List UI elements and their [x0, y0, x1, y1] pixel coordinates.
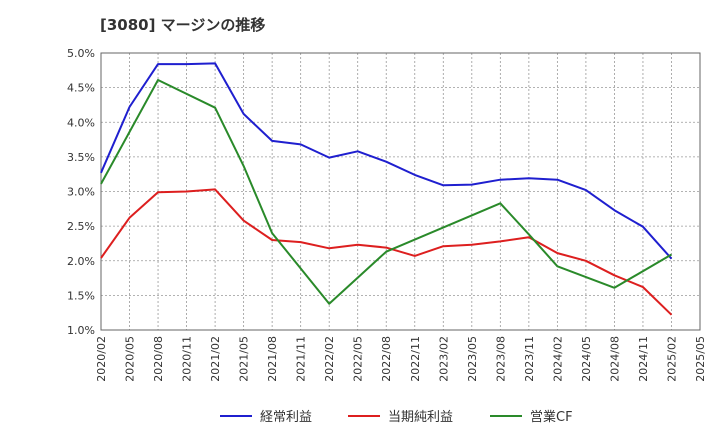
x-tick-label: 2021/11 — [295, 336, 308, 382]
x-tick-label: 2022/02 — [323, 336, 336, 382]
axes: 1.0% 1.5% 2.0% 2.5% 3.0% 3.5% 4.0% 4.5% 5.0% 2020… — [67, 47, 707, 382]
legend-label: 当期純利益 — [388, 410, 453, 425]
x-tick-label: 2021/05 — [238, 336, 251, 382]
y-tick-label: 1.5% — [67, 289, 95, 302]
x-tick-label: 2021/02 — [209, 336, 222, 382]
series-line — [100, 62, 673, 260]
x-tick-label: 2022/08 — [380, 336, 393, 382]
y-tick-label: 3.0% — [67, 186, 95, 199]
x-tick-label: 2022/05 — [352, 336, 365, 382]
y-tick-label: 3.5% — [67, 151, 95, 164]
x-tick-label: 2022/11 — [409, 336, 422, 382]
y-tick-label: 2.5% — [67, 220, 95, 233]
x-tick-label: 2021/08 — [266, 336, 279, 382]
x-tick-label: 2025/02 — [665, 336, 678, 382]
y-tick-label: 5.0% — [67, 47, 95, 60]
y-tick-label: 2.0% — [67, 255, 95, 268]
x-tick-label: 2024/11 — [637, 336, 650, 382]
x-tick-label: 2024/05 — [580, 336, 593, 382]
series-lines — [100, 62, 673, 316]
y-tick-label: 4.0% — [67, 116, 95, 129]
x-tick-label: 2020/02 — [95, 336, 108, 382]
series-line — [100, 188, 673, 316]
x-tick-label: 2023/08 — [494, 336, 507, 382]
x-tick-label: 2023/05 — [466, 336, 479, 382]
x-tick-label: 2023/02 — [437, 336, 450, 382]
series-line — [100, 79, 673, 305]
x-tick-label: 2024/08 — [608, 336, 621, 382]
x-tick-label: 2020/05 — [124, 336, 137, 382]
legend: 経常利益 当期純利益 営業CF — [220, 409, 573, 425]
y-tick-label: 4.5% — [67, 82, 95, 95]
x-tick-label: 2020/11 — [181, 336, 194, 382]
x-tick-label: 2023/11 — [523, 336, 536, 382]
legend-label: 経常利益 — [260, 410, 312, 425]
chart-title: [3080] マージンの推移 — [100, 16, 266, 34]
x-tick-label: 2025/05 — [694, 336, 707, 382]
plot-frame — [100, 52, 701, 331]
y-tick-label: 1.0% — [67, 324, 95, 337]
legend-label: 営業CF — [530, 409, 573, 425]
x-tick-label: 2024/02 — [551, 336, 564, 382]
x-tick-label: 2020/08 — [152, 336, 165, 382]
